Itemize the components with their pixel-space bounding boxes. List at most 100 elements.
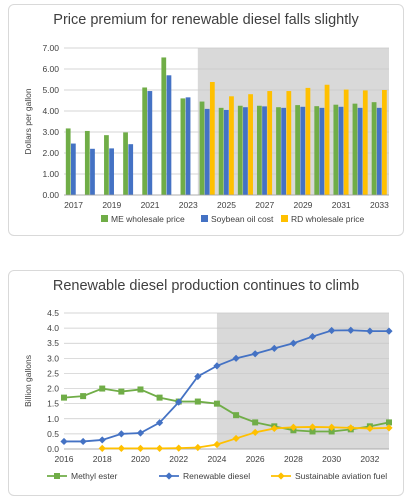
legend-label-me-wholesale-price: ME wholesale price xyxy=(111,214,185,224)
point-methyl-ester xyxy=(194,398,201,405)
bar-soybean-oil-cost xyxy=(70,143,76,195)
bar-rd-wholesale-price xyxy=(305,87,311,195)
bar-me-wholesale-price xyxy=(142,87,148,195)
y-tick-label: 3.5 xyxy=(47,338,59,348)
point-renewable-diesel xyxy=(98,436,106,444)
price-premium-bar-chart: 0.00 1.00 2.00 3.00 4.00 5.00 6.00 7.00 Dollars … xyxy=(23,43,389,224)
point-sustainable-aviation-fuel xyxy=(213,440,221,449)
point-methyl-ester xyxy=(233,412,240,419)
bar-soybean-oil-cost xyxy=(357,107,363,195)
bar-soybean-oil-cost xyxy=(147,91,153,195)
x-tick-label: 2030 xyxy=(322,454,341,464)
point-renewable-diesel xyxy=(347,326,355,334)
bar-me-wholesale-price xyxy=(256,105,262,195)
bar-me-wholesale-price xyxy=(218,107,224,195)
x-tick-label: 2025 xyxy=(217,200,236,210)
legend-swatch-soybean-oil-cost xyxy=(201,215,208,222)
bar-rd-wholesale-price xyxy=(324,84,330,195)
bar-soybean-oil-cost xyxy=(185,97,191,195)
bar-rd-wholesale-price xyxy=(343,89,349,195)
price-chart-title: Price premium for renewable diesel falls… xyxy=(53,12,359,28)
bar-me-wholesale-price xyxy=(180,98,186,195)
bar-rd-wholesale-price xyxy=(229,96,234,195)
legend-label-soybean-oil-cost: Soybean oil cost xyxy=(211,214,274,224)
bar-soybean-oil-cost xyxy=(128,144,134,195)
y-tick-label: 2.5 xyxy=(47,368,59,378)
x-tick-label: 2023 xyxy=(179,200,198,210)
point-methyl-ester xyxy=(99,385,106,392)
bar-rd-wholesale-price xyxy=(267,91,273,195)
bar-me-wholesale-price xyxy=(123,132,128,195)
legend-swatch-rd-wholesale-price xyxy=(281,215,288,222)
point-sustainable-aviation-fuel xyxy=(194,443,202,452)
x-tick-label: 2021 xyxy=(141,200,160,210)
point-renewable-diesel xyxy=(289,339,298,347)
bar-soybean-oil-cost xyxy=(262,106,267,195)
production-line-chart: 0.0 0.5 1.0 1.5 2.0 2.5 3.0 3.5 4.0 4.5 Billion ga… xyxy=(23,308,393,481)
bar-soybean-oil-cost xyxy=(281,107,287,195)
legend-swatch-me-wholesale-price xyxy=(101,215,108,222)
point-renewable-diesel xyxy=(79,437,87,446)
x-tick-label: 2029 xyxy=(294,200,313,210)
y-tick-label: 1.0 xyxy=(47,414,59,424)
bar-soybean-oil-cost xyxy=(204,108,210,195)
point-renewable-diesel xyxy=(136,429,145,437)
point-renewable-diesel xyxy=(251,350,259,358)
bar-soybean-oil-cost xyxy=(376,107,382,195)
x-tick-label: 2027 xyxy=(255,200,274,210)
point-methyl-ester xyxy=(118,388,125,395)
point-methyl-ester xyxy=(309,428,316,435)
point-methyl-ester xyxy=(328,428,335,435)
bar-soybean-oil-cost xyxy=(90,148,95,195)
bar-rd-wholesale-price xyxy=(209,82,215,195)
series-line-sustainable-aviation-fuel xyxy=(102,426,390,450)
y-tick-label: 3.00 xyxy=(42,127,59,137)
legend-label-methyl-ester: Methyl ester xyxy=(71,471,117,481)
bar-me-wholesale-price xyxy=(84,130,90,195)
y-tick-label: 1.00 xyxy=(42,169,59,179)
point-sustainable-aviation-fuel xyxy=(289,423,298,431)
y-tick-label: 6.00 xyxy=(42,64,59,74)
bar-me-wholesale-price xyxy=(65,128,71,195)
x-tick-label: 2031 xyxy=(332,200,351,210)
bar-me-wholesale-price xyxy=(237,105,243,195)
legend-label-renewable-diesel: Renewable diesel xyxy=(183,471,250,481)
point-methyl-ester xyxy=(137,386,144,393)
production-chart-card: Renewable diesel production continues to… xyxy=(8,270,404,496)
y-tick-label: 0.5 xyxy=(47,429,59,439)
y-tick-label: 2.00 xyxy=(42,148,59,158)
bar-rd-wholesale-price xyxy=(286,91,292,195)
point-renewable-diesel xyxy=(366,327,374,335)
bar-rd-wholesale-price xyxy=(248,94,253,195)
y-tick-label: 4.0 xyxy=(47,323,59,333)
x-tick-label: 2028 xyxy=(284,454,303,464)
bar-soybean-oil-cost xyxy=(300,106,306,195)
x-tick-label: 2019 xyxy=(102,200,121,210)
point-methyl-ester xyxy=(386,419,392,426)
x-tick-label: 2016 xyxy=(55,454,74,464)
legend-label-rd-wholesale-price: RD wholesale price xyxy=(291,214,364,224)
bar-me-wholesale-price xyxy=(161,57,167,196)
legend-label-sustainable-aviation-fuel: Sustainable aviation fuel xyxy=(295,471,387,481)
point-sustainable-aviation-fuel xyxy=(98,444,106,452)
point-sustainable-aviation-fuel xyxy=(366,424,374,433)
x-tick-label: 2018 xyxy=(93,454,112,464)
y-tick-label: 2.0 xyxy=(47,384,59,394)
point-sustainable-aviation-fuel xyxy=(117,444,125,452)
x-tick-label: 2033 xyxy=(370,200,389,210)
point-methyl-ester xyxy=(80,393,87,400)
y-tick-label: 4.5 xyxy=(47,308,59,318)
bar-me-wholesale-price xyxy=(314,106,320,195)
x-tick-label: 2017 xyxy=(64,200,83,210)
point-sustainable-aviation-fuel xyxy=(136,444,145,452)
bar-soybean-oil-cost xyxy=(243,107,248,195)
point-sustainable-aviation-fuel xyxy=(328,423,336,431)
legend-marker-methyl-ester xyxy=(54,473,60,479)
y-tick-label: 0.00 xyxy=(42,190,59,200)
bar-soybean-oil-cost xyxy=(319,107,325,195)
bar-me-wholesale-price xyxy=(104,135,109,195)
bar-me-wholesale-price xyxy=(199,101,205,195)
point-renewable-diesel xyxy=(155,419,164,427)
point-renewable-diesel xyxy=(328,326,336,335)
y-tick-label: 1.5 xyxy=(47,399,59,409)
